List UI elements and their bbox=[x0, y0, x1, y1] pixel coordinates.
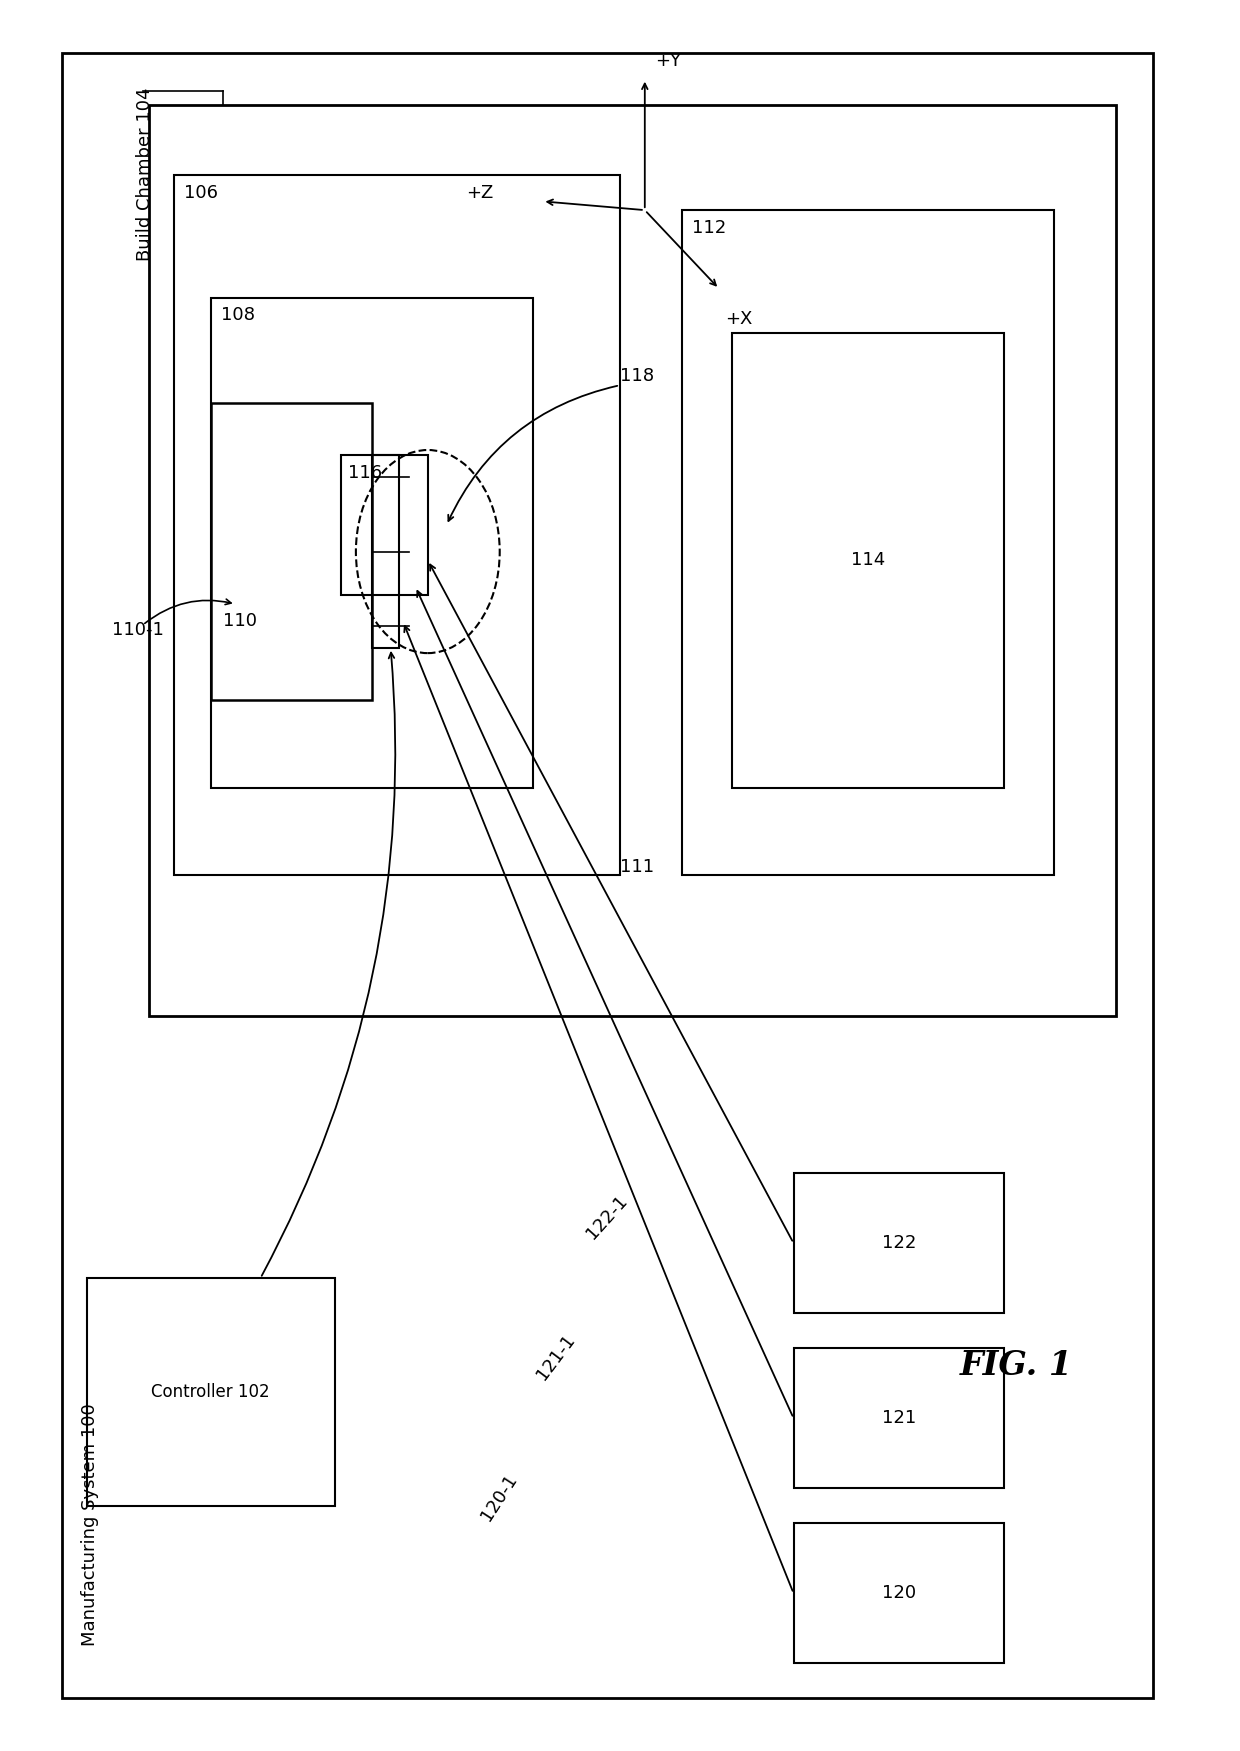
Bar bbox=[174, 175, 620, 876]
Bar bbox=[341, 455, 428, 595]
Bar bbox=[372, 455, 399, 648]
Text: 110-1: 110-1 bbox=[112, 622, 164, 639]
Bar bbox=[732, 333, 1004, 788]
Text: +Z: +Z bbox=[466, 184, 494, 201]
Text: Controller 102: Controller 102 bbox=[151, 1383, 270, 1401]
Text: 110: 110 bbox=[223, 613, 257, 630]
Bar bbox=[211, 403, 372, 700]
Text: 108: 108 bbox=[221, 306, 254, 324]
Text: 122-1: 122-1 bbox=[583, 1191, 631, 1243]
Bar bbox=[87, 1278, 335, 1506]
Text: Build Chamber 104: Build Chamber 104 bbox=[136, 88, 155, 261]
Text: 111: 111 bbox=[620, 858, 655, 876]
Text: +Y: +Y bbox=[655, 53, 681, 70]
Bar bbox=[211, 298, 533, 788]
Text: 116: 116 bbox=[348, 464, 383, 482]
Text: +X: +X bbox=[725, 310, 753, 327]
Text: 121: 121 bbox=[882, 1410, 916, 1427]
Text: 114: 114 bbox=[851, 552, 885, 569]
Text: 118: 118 bbox=[620, 368, 655, 385]
Text: 120-1: 120-1 bbox=[477, 1471, 521, 1523]
Bar bbox=[149, 105, 1116, 1016]
Bar bbox=[62, 53, 1153, 1698]
Bar bbox=[682, 210, 1054, 876]
Bar bbox=[794, 1348, 1004, 1488]
Bar bbox=[794, 1173, 1004, 1313]
Text: 106: 106 bbox=[184, 184, 217, 201]
Text: FIG. 1: FIG. 1 bbox=[960, 1350, 1074, 1382]
Text: 122: 122 bbox=[882, 1234, 916, 1252]
Text: Manufacturing System 100: Manufacturing System 100 bbox=[81, 1403, 99, 1646]
Text: 112: 112 bbox=[692, 219, 727, 236]
Text: 120: 120 bbox=[882, 1585, 916, 1602]
Bar bbox=[794, 1523, 1004, 1663]
Text: 121-1: 121-1 bbox=[533, 1331, 579, 1383]
